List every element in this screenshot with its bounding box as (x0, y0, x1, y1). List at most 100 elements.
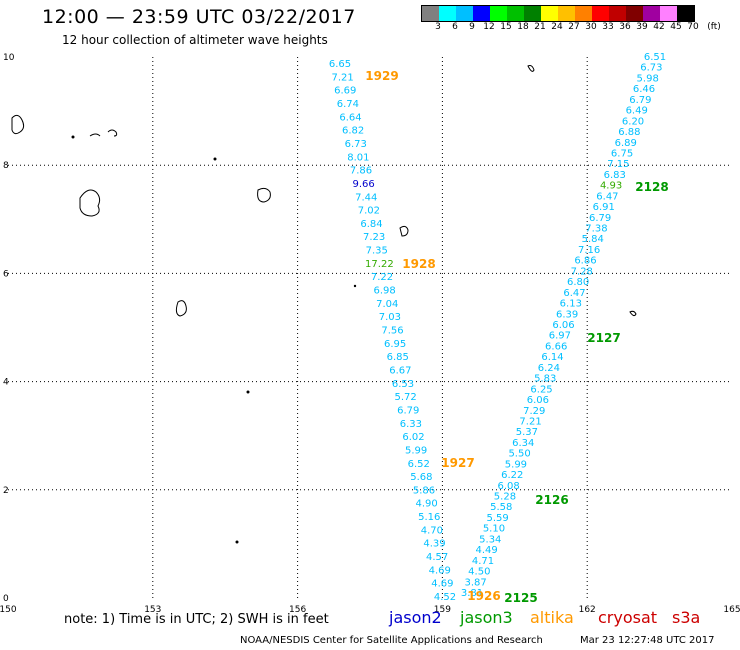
scale-label: 36 (619, 22, 631, 32)
lon-tick-label: 150 (0, 605, 17, 615)
wave-height-value: 6.79 (397, 405, 419, 416)
island-outline (527, 65, 535, 72)
wave-height-value: 6.66 (545, 341, 567, 352)
lon-tick-label: 153 (144, 605, 161, 615)
wave-height-value: 9.66 (352, 179, 374, 190)
wave-height-value: 6.98 (373, 286, 395, 297)
wave-height-value: 6.02 (402, 432, 424, 443)
wave-height-value: 7.22 (371, 272, 393, 283)
scale-swatch (677, 6, 694, 21)
map-grid (8, 57, 732, 598)
scale-swatch (592, 6, 609, 21)
track-time-label: 1929 (365, 69, 398, 83)
wave-height-value: 5.16 (418, 512, 440, 523)
wave-height-value: 5.50 (508, 449, 530, 460)
wave-height-value: 4.39 (423, 539, 445, 550)
wave-height-value: 4.90 (415, 499, 437, 510)
island-dot (353, 284, 357, 288)
page-subtitle: 12 hour collection of altimeter wave hei… (62, 33, 328, 47)
scale-swatch (575, 6, 592, 21)
wave-height-value: 4.69 (431, 579, 453, 590)
scale-label: 3 (435, 22, 441, 32)
wave-height-value: 7.28 (571, 266, 593, 277)
wave-height-value: 4.93 (600, 181, 622, 192)
lat-tick-label: 0 (3, 594, 9, 604)
scale-label: 39 (636, 22, 648, 32)
wave-height-value: 6.89 (615, 138, 637, 149)
wave-height-value: 6.47 (596, 191, 618, 202)
wave-height-value: 4.49 (476, 545, 498, 556)
wave-height-value: 6.69 (334, 86, 356, 97)
legend-item-jason3: jason3 (460, 608, 513, 627)
wave-height-value: 5.68 (410, 472, 432, 483)
lat-tick-label: 8 (3, 161, 9, 171)
wave-height-value: 6.53 (392, 379, 414, 390)
wave-height-value: 6.24 (538, 363, 560, 374)
wave-height-value: 7.23 (363, 232, 385, 243)
track-time-label: 2126 (535, 493, 568, 507)
wave-height-value: 6.08 (497, 481, 519, 492)
scale-swatch (524, 6, 541, 21)
wave-height-value: 7.02 (358, 206, 380, 217)
wave-height-value: 7.21 (331, 72, 353, 83)
wave-height-value: 6.52 (408, 459, 430, 470)
wave-height-value: 17.22 (365, 259, 394, 270)
wave-height-value: 6.91 (593, 202, 615, 213)
scale-label: 6 (452, 22, 458, 32)
wave-height-value: 5.37 (516, 427, 538, 438)
wave-height-value: 4.52 (434, 592, 456, 603)
wave-height-value: 7.03 (379, 312, 401, 323)
altimeter-track-values: 6.65 7.21 6.69 6.74 6.64 6.82 6.73 8.01 7.86 9.66… (329, 52, 666, 603)
wave-height-value: 7.16 (578, 245, 600, 256)
page-title: 12:00 — 23:59 UTC 03/22/2017 (42, 6, 356, 28)
track-time-labels: 1929 1928 1927 1926 2128 2127 2126 2125 (365, 69, 668, 605)
wave-height-value: 6.83 (604, 170, 626, 181)
scale-label: 24 (551, 22, 563, 32)
wave-height-value: 7.44 (355, 192, 377, 203)
lon-tick-label: 162 (579, 605, 596, 615)
island-outline (79, 189, 101, 217)
wave-height-value: 6.65 (329, 59, 351, 70)
scale-swatch (609, 6, 626, 21)
wave-height-value: 6.14 (541, 352, 563, 363)
track-time-label: 1926 (467, 589, 500, 603)
legend-item-cryosat: cryosat (598, 608, 658, 627)
wave-height-value: 5.28 (494, 492, 516, 503)
credit-line: NOAA/NESDIS Center for Satellite Applica… (240, 635, 543, 646)
island-outline (257, 187, 271, 203)
scale-label: 18 (517, 22, 529, 32)
wave-height-value: 5.72 (394, 392, 416, 403)
wave-height-value: 6.84 (360, 219, 382, 230)
scale-swatch (490, 6, 507, 21)
wave-height-value: 6.47 (563, 288, 585, 299)
wave-height-value: 3.81 (461, 588, 483, 599)
wave-height-value: 7.04 (376, 299, 398, 310)
scale-swatch (643, 6, 660, 21)
wave-height-value: 5.34 (479, 534, 501, 545)
track-time-label: 2127 (587, 331, 620, 345)
wave-height-value: 6.13 (560, 299, 582, 310)
wave-height-value: 4.69 (429, 565, 451, 576)
wave-height-value: 6.97 (549, 331, 571, 342)
scale-label: 12 (483, 22, 495, 32)
scale-label: 15 (500, 22, 512, 32)
wave-height-value: 5.58 (490, 502, 512, 513)
wave-height-value: 6.49 (626, 106, 648, 117)
scale-swatch (626, 6, 643, 21)
color-scale-labels: 3 6 9 12 15 18 21 24 27 30 33 36 39 42 45 70 (ft) (421, 22, 740, 34)
wave-height-value: 6.39 (556, 309, 578, 320)
wave-height-value: 6.06 (527, 395, 549, 406)
track-time-label: 1927 (441, 456, 474, 470)
wave-height-value: 6.64 (339, 112, 361, 123)
scale-label: 45 (670, 22, 682, 32)
wave-height-value: 5.59 (486, 513, 508, 524)
scale-label: 27 (568, 22, 580, 32)
island-dot (235, 540, 239, 544)
legend-item-altika: altika (530, 608, 574, 627)
lat-tick-label: 10 (3, 53, 15, 63)
island-outline (399, 225, 409, 237)
wave-height-value: 7.29 (523, 406, 545, 417)
wave-height-value: 5.84 (582, 234, 604, 245)
lon-tick-label: 165 (723, 605, 740, 615)
wave-height-value: 6.82 (342, 126, 364, 137)
